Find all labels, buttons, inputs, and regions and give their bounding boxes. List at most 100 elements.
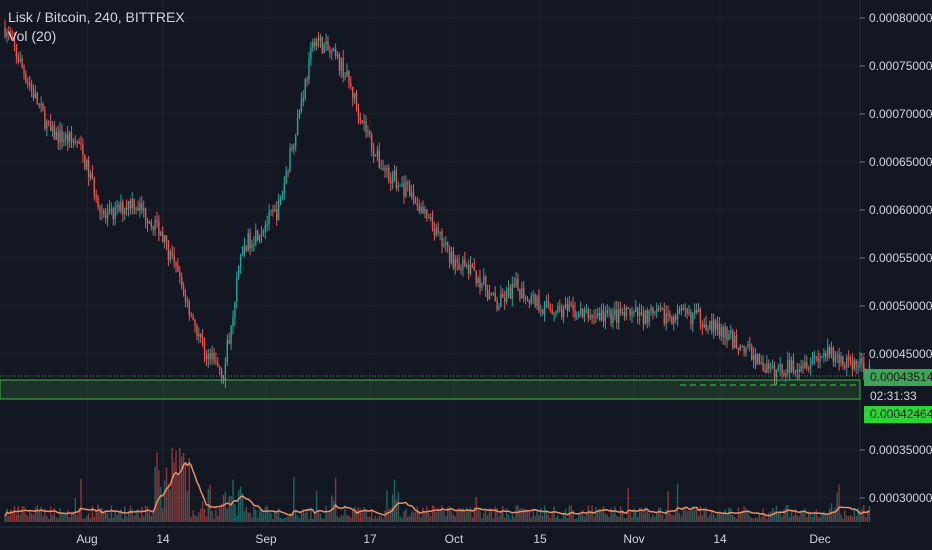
- volume-bar: [401, 518, 403, 522]
- volume-bar: [585, 513, 588, 522]
- volume-bar: [682, 507, 684, 522]
- volume-bar: [673, 515, 675, 522]
- volume-bar: [226, 508, 228, 522]
- candle-body: [422, 206, 424, 214]
- candle-body: [638, 311, 641, 317]
- volume-bar: [175, 450, 177, 522]
- volume-bar: [606, 514, 608, 522]
- volume-bar: [29, 510, 31, 522]
- x-tick-label: Dec: [809, 532, 830, 546]
- volume-bar: [340, 515, 342, 522]
- volume-bar: [388, 508, 390, 522]
- volume-bar: [257, 518, 259, 522]
- volume-bar: [540, 507, 542, 522]
- candle-body: [327, 41, 329, 51]
- volume-bar: [6, 508, 8, 522]
- candle-body: [652, 307, 654, 314]
- volume-bar: [156, 452, 158, 522]
- candle-body: [76, 141, 78, 143]
- volume-bar: [317, 509, 320, 522]
- candle-body: [675, 316, 677, 320]
- candle-body: [745, 347, 747, 353]
- volume-bar: [331, 495, 333, 522]
- candle-body: [595, 316, 597, 318]
- volume-bar: [627, 487, 629, 522]
- volume-bar: [137, 509, 139, 522]
- candle-body: [239, 254, 242, 266]
- volume-bar: [650, 517, 652, 522]
- candle-body: [249, 233, 251, 249]
- candle-body: [768, 363, 770, 369]
- volume-bar: [777, 513, 779, 522]
- candle-body: [412, 192, 415, 199]
- candle-body: [671, 317, 673, 325]
- volume-bar: [566, 518, 569, 522]
- candle-body: [656, 308, 658, 312]
- volume-bar: [198, 512, 200, 522]
- candle-body: [597, 312, 599, 317]
- volume-bar: [44, 508, 46, 522]
- volume-bar: [711, 511, 713, 522]
- volume-bar: [809, 514, 812, 522]
- candle-body: [454, 259, 456, 268]
- candle-body: [435, 227, 437, 236]
- candle-body: [747, 344, 749, 348]
- candle-body: [68, 132, 71, 143]
- volume-bar: [445, 515, 447, 522]
- volume-bar: [827, 514, 829, 522]
- candle-body: [498, 306, 500, 310]
- candle-body: [194, 319, 196, 326]
- candle-body: [823, 352, 825, 357]
- candle-body: [496, 300, 498, 310]
- candle-body: [585, 309, 588, 311]
- volume-bar: [661, 514, 664, 522]
- candle-body: [108, 208, 111, 212]
- volume-bar: [600, 511, 603, 522]
- volume-bar: [488, 508, 491, 522]
- volume-bar: [310, 507, 312, 522]
- volume-bar: [671, 514, 673, 522]
- volume-bar: [323, 518, 325, 522]
- candle-body: [838, 354, 840, 364]
- candle-body: [260, 232, 263, 237]
- volume-bar: [114, 511, 116, 522]
- candle-body: [298, 111, 301, 118]
- candle-body: [724, 326, 726, 338]
- candle-body: [733, 335, 736, 348]
- volume-bar: [648, 513, 650, 522]
- candle-body: [790, 360, 793, 373]
- candle-body: [551, 310, 553, 314]
- volume-bar: [99, 508, 101, 522]
- volume-bar: [367, 516, 369, 522]
- volume-bar: [4, 516, 6, 522]
- candle-body: [300, 100, 303, 112]
- volume-bar: [524, 508, 527, 522]
- candle-body: [471, 264, 474, 267]
- volume-bar: [70, 512, 73, 522]
- volume-bar: [604, 513, 607, 522]
- candle-body: [203, 344, 206, 355]
- volume-bar: [325, 505, 327, 522]
- volume-bar: [239, 486, 242, 522]
- volume-bar: [329, 510, 331, 522]
- candle-body: [612, 315, 614, 323]
- volume-bar: [422, 507, 424, 522]
- volume-bar: [779, 512, 781, 522]
- candle-body: [177, 265, 179, 272]
- volume-bar: [181, 456, 183, 522]
- candle-body: [580, 308, 582, 314]
- candle-body: [234, 301, 236, 318]
- candle-body: [606, 310, 608, 314]
- candle-body: [114, 207, 116, 219]
- volume-bar: [792, 516, 795, 522]
- volume-bar: [420, 517, 422, 522]
- candle-body: [344, 76, 346, 78]
- volume-bar: [754, 517, 757, 522]
- countdown-tag: 02:31:33: [864, 388, 932, 405]
- y-tick-label: 0.00030000: [869, 491, 932, 505]
- volume-bar: [768, 512, 770, 522]
- volume-bar: [595, 507, 597, 522]
- volume-bar: [182, 452, 185, 522]
- volume-bar: [766, 518, 768, 522]
- candle-body: [589, 315, 591, 318]
